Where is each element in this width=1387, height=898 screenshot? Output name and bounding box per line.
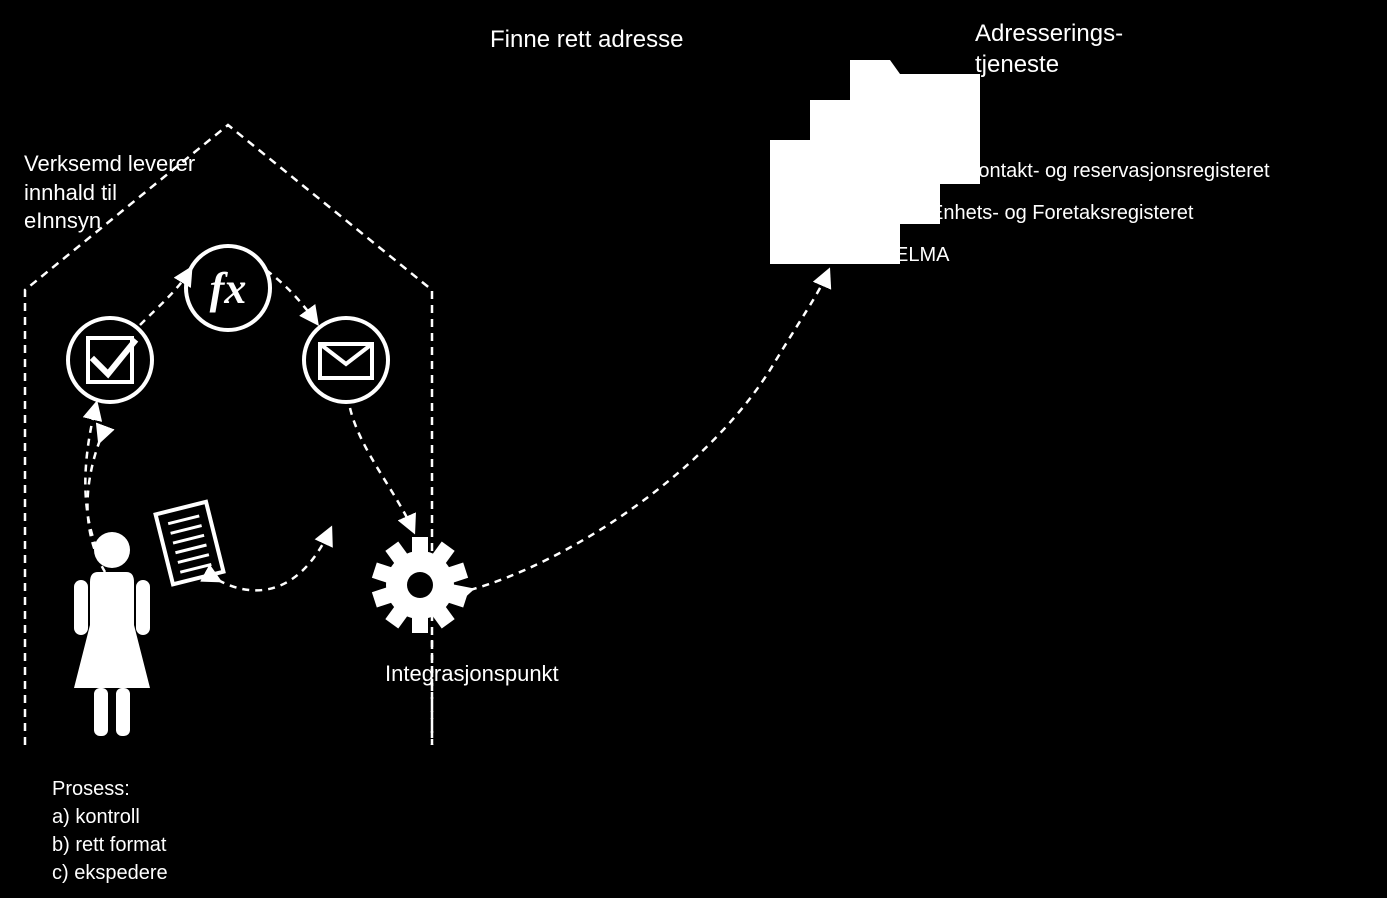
prosess-c: c) ekspedere bbox=[52, 862, 168, 884]
check-icon bbox=[68, 318, 152, 402]
folder-label-krr: Kontakt- og reservasjonsregisteret bbox=[965, 158, 1270, 184]
folder-label-enhets: Enhets- og Foretaksregisteret bbox=[930, 200, 1193, 226]
folder-stack bbox=[770, 60, 980, 264]
title-finne-rett-adresse: Finne rett adresse bbox=[490, 24, 683, 55]
diagram-svg: fx bbox=[0, 0, 1387, 898]
svg-text:fx: fx bbox=[210, 264, 247, 313]
verksemd-line2: innhald til bbox=[24, 180, 117, 205]
prosess-title: Prosess: bbox=[52, 778, 130, 800]
prosess-b: b) rett format bbox=[52, 834, 166, 856]
integrasjonspunkt-label: Integrasjonspunkt bbox=[385, 660, 559, 689]
adressering-label: Adresserings- tjeneste bbox=[975, 18, 1123, 80]
prosess-a: a) kontroll bbox=[52, 806, 140, 828]
mail-icon bbox=[304, 318, 388, 402]
adressering-line2: tjeneste bbox=[975, 51, 1059, 78]
verksemd-label: Verksemd leverer innhald til eInnsyn bbox=[24, 150, 195, 236]
person-icon bbox=[74, 532, 150, 736]
folder-label-elma: ELMA bbox=[895, 242, 949, 268]
document-icon bbox=[156, 502, 224, 584]
adressering-line1: Adresserings- bbox=[975, 20, 1123, 47]
prosess-label: Prosess: a) kontroll b) rett format c) e… bbox=[52, 775, 168, 887]
verksemd-line3: eInnsyn bbox=[24, 208, 101, 233]
fx-icon: fx bbox=[186, 246, 270, 330]
verksemd-line1: Verksemd leverer bbox=[24, 151, 195, 176]
gear-icon bbox=[372, 537, 468, 633]
